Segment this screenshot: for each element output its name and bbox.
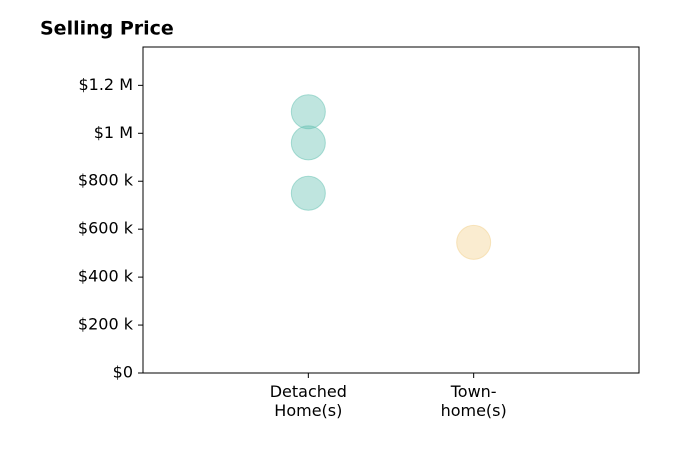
y-tick-label: $0 xyxy=(113,363,133,382)
y-tick-label: $1.2 M xyxy=(78,75,133,94)
point xyxy=(290,175,326,211)
y-tick-label: $800 k xyxy=(78,171,134,190)
point xyxy=(290,125,326,161)
y-tick-label: $1 M xyxy=(94,123,133,142)
y-tick-label: $200 k xyxy=(78,315,134,334)
y-tick-label: $400 k xyxy=(78,267,134,286)
y-tick-label: $600 k xyxy=(78,219,134,238)
plot-frame xyxy=(142,46,640,374)
x-tick-label: Detached Home(s) xyxy=(269,382,347,420)
point xyxy=(456,224,492,260)
point xyxy=(290,94,326,130)
x-tick-label: Town- home(s) xyxy=(440,382,507,420)
chart-title: Selling Price xyxy=(40,18,174,40)
